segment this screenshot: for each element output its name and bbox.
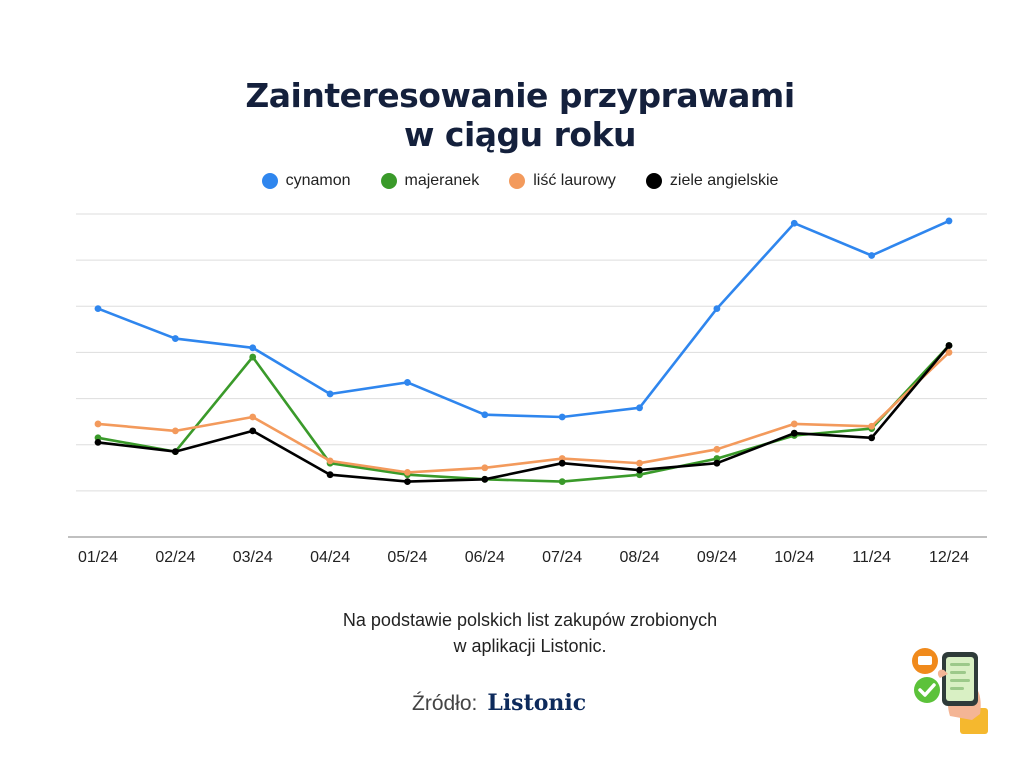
legend-item-cynamon: cynamon [261,172,351,190]
x-tick-label-10: 10/24 [774,549,814,566]
x-tick-label-2: 02/24 [155,549,195,566]
legend-item-majeranek: majeranek [380,172,480,190]
data-point-s3-2 [171,427,179,435]
listonic-logo: Listonic [487,690,587,716]
source-note-line-1: Na podstawie polskich list zakupów zrobi… [342,610,718,630]
data-point-s4-8 [636,466,643,474]
data-point-s1-12 [945,217,953,225]
data-point-s4-4 [326,471,334,479]
data-point-s1-3 [249,344,257,352]
data-point-s3-8 [636,459,643,467]
x-tick-label-6: 06/24 [465,549,505,566]
data-point-s1-7 [558,413,566,421]
data-point-s4-5 [404,478,411,486]
data-point-s4-12 [945,342,953,349]
legend-item-lisc-laurowy: liść laurowy [509,172,616,190]
x-tick-label-4: 04/24 [310,549,350,566]
x-tick-label-12: 12/24 [929,549,969,566]
series-line-4 [96,344,951,483]
legend-label-majeranek: majeranek [404,172,480,189]
x-tick-label-1: 01/24 [78,549,118,566]
data-point-s1-2 [171,335,179,342]
legend-marker-cynamon [261,173,278,189]
series-line-1 [96,219,951,419]
data-point-s4-11 [868,434,876,442]
data-point-s1-11 [868,252,876,259]
line-chart: 01/24 02/24 03/24 04/24 05/24 06/24 07/24 08/24… [68,213,987,566]
data-point-s4-7 [558,459,566,467]
series-line-2 [96,344,951,483]
data-point-s1-4 [326,390,334,398]
x-tick-label-7: 07/24 [542,549,582,566]
data-point-s3-6 [481,464,489,472]
data-point-s3-10 [790,420,798,428]
data-point-s4-9 [713,459,721,467]
data-point-s3-11 [868,422,876,430]
chart-title-line-1: Zainteresowanie przyprawami [245,76,795,115]
data-point-s4-10 [790,429,798,437]
series-line-3 [96,351,951,474]
data-point-s1-8 [636,404,643,412]
data-point-s2-7 [558,478,566,486]
legend-label-ziele-angielskie: ziele angielskie [669,172,779,189]
legend-label-lisc-laurowy: liść laurowy [533,172,616,189]
x-tick-label-8: 08/24 [620,549,660,566]
data-point-s4-3 [249,427,257,435]
data-point-s1-1 [94,305,102,312]
x-tick-label-9: 09/24 [697,549,737,566]
data-point-s4-6 [481,475,489,483]
x-tick-label-3: 03/24 [233,549,273,566]
data-point-s3-12 [945,349,953,356]
source-attribution: Źródło: Listonic [412,690,586,716]
data-point-s1-5 [404,379,411,386]
data-point-s3-4 [326,457,334,465]
data-point-s2-3 [249,353,257,361]
legend-item-ziele-angielskie: ziele angielskie [645,172,779,190]
data-point-s1-10 [790,219,798,227]
chart-title: Zainteresowanie przyprawami w ciągu roku [0,76,1024,154]
legend-marker-lisc-laurowy [509,173,526,189]
source-label: Źródło: [412,692,478,715]
data-point-s1-6 [481,411,489,419]
data-point-s3-1 [94,420,102,428]
chart-title-line-2: w ciągu roku [403,115,637,154]
data-point-s3-5 [404,469,411,476]
data-point-s3-9 [713,445,721,453]
x-tick-label-5: 05/24 [387,549,427,566]
legend-label-cynamon: cynamon [285,172,351,189]
legend-marker-majeranek [380,173,397,189]
data-point-s4-2 [171,448,179,456]
source-note: Na podstawie polskich list zakupów zrobi… [230,607,830,659]
data-point-s1-9 [713,305,721,312]
x-tick-label-11: 11/24 [852,549,891,566]
source-note-line-2: w aplikacji Listonic. [453,636,607,656]
data-point-s3-3 [249,413,257,421]
data-point-s4-1 [94,439,102,446]
chart-legend: cynamon majeranek liść laurowy ziele ang… [0,172,1024,190]
legend-marker-ziele-angielskie [645,173,662,189]
hand-holding-phone-with-checklist-icon [912,648,988,734]
